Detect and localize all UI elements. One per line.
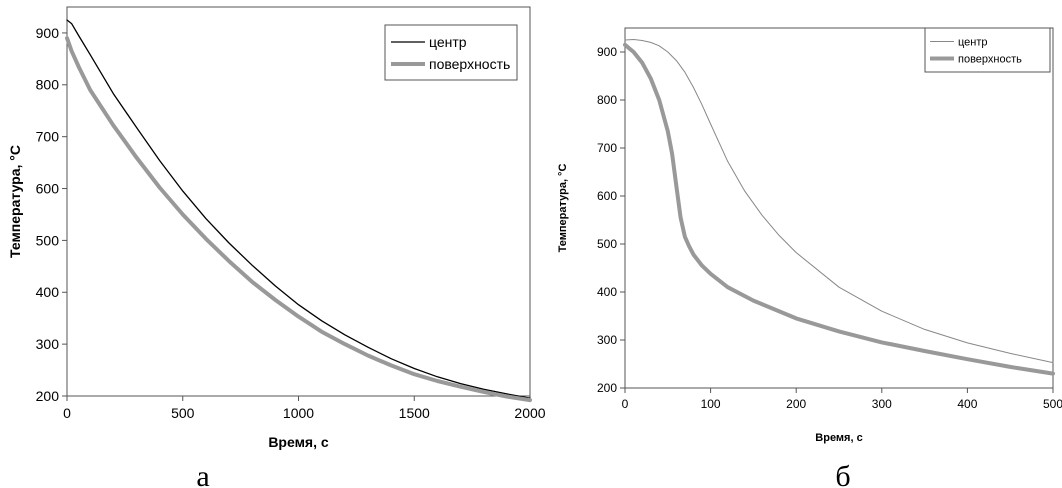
x-tick-label: 200 xyxy=(786,397,806,411)
y-tick-label: 800 xyxy=(36,77,60,93)
y-tick-label: 200 xyxy=(36,388,60,404)
x-tick-label: 100 xyxy=(701,397,721,411)
legend-box xyxy=(924,27,1051,73)
chart-a: 200 300 400 500 600 700 800 900 0 500 1000 1500 2000… xyxy=(7,6,546,488)
y-tick-label: 300 xyxy=(597,333,617,347)
x-axis-title: Время, с xyxy=(815,432,862,444)
plot-area-frame xyxy=(624,27,1054,389)
series-line-surface xyxy=(623,42,1055,376)
legend-entry: поверхность xyxy=(958,53,1022,65)
x-tick-label: 300 xyxy=(872,397,892,411)
y-axis-title: Температура, °С xyxy=(7,145,23,258)
legend-entry: центр xyxy=(429,34,467,50)
series-line-center xyxy=(66,19,531,399)
y-tick-label: 300 xyxy=(36,336,60,352)
series-line-surface xyxy=(65,36,532,403)
x-tick-label: 0 xyxy=(622,397,629,411)
x-tick-label: 2000 xyxy=(514,405,545,421)
legend: центр поверхность xyxy=(924,27,1051,73)
panel-label: а xyxy=(196,460,209,488)
legend-box xyxy=(384,24,518,81)
y-tick-label: 400 xyxy=(36,284,60,300)
legend-entry: центр xyxy=(958,36,988,48)
x-tick-label: 500 xyxy=(1043,397,1062,411)
x-tick-label: 400 xyxy=(957,397,977,411)
y-axis-title: Температура, °С xyxy=(557,164,569,253)
y-tick-label: 200 xyxy=(597,381,617,395)
legend-entry: поверхность xyxy=(429,56,510,72)
x-tick-label: 0 xyxy=(63,405,71,421)
y-tick-label: 400 xyxy=(597,285,617,299)
legend: центр поверхность xyxy=(384,24,518,81)
y-tick-label: 500 xyxy=(36,232,60,248)
y-tick-label: 900 xyxy=(597,45,617,59)
x-tick-label: 500 xyxy=(171,405,195,421)
y-tick-label: 600 xyxy=(597,189,617,203)
series-line-center xyxy=(624,39,1054,364)
x-axis-title: Время, с xyxy=(268,434,329,450)
y-tick-label: 700 xyxy=(597,141,617,155)
x-tick-label: 1500 xyxy=(399,405,430,421)
panel-label: б xyxy=(835,460,850,488)
y-tick-label: 600 xyxy=(36,180,60,196)
x-tick-label: 1000 xyxy=(283,405,314,421)
y-tick-label: 900 xyxy=(36,25,60,41)
chart-b: 200 300 400 500 600 700 800 900 0 100 200 300 400 500… xyxy=(557,27,1062,488)
y-tick-label: 700 xyxy=(36,129,60,145)
y-tick-label: 800 xyxy=(597,93,617,107)
y-tick-label: 500 xyxy=(597,237,617,251)
